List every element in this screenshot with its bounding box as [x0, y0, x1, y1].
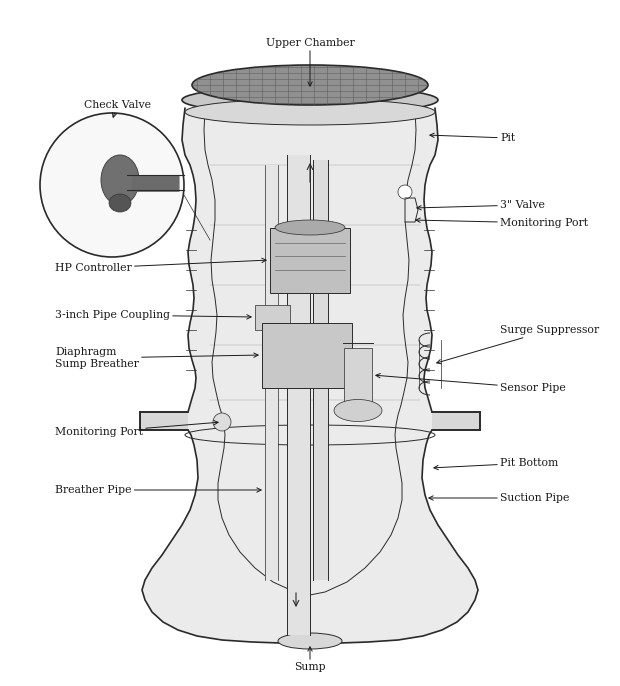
Circle shape [213, 413, 231, 431]
Text: Upper Chamber: Upper Chamber [265, 38, 355, 86]
Circle shape [40, 113, 184, 257]
Text: Check Valve: Check Valve [84, 100, 151, 117]
Ellipse shape [192, 65, 428, 105]
Circle shape [398, 185, 412, 199]
Text: 3-inch Pipe Coupling: 3-inch Pipe Coupling [55, 310, 251, 320]
Ellipse shape [182, 86, 438, 114]
Text: Sensor Pipe: Sensor Pipe [376, 373, 565, 393]
Text: Sump: Sump [294, 647, 326, 672]
Text: Surge Suppressor: Surge Suppressor [436, 325, 599, 364]
Text: 3" Valve: 3" Valve [417, 200, 545, 210]
Ellipse shape [334, 399, 382, 421]
Text: Diaphragm
Sump Breather: Diaphragm Sump Breather [55, 347, 258, 369]
Bar [262, 322, 352, 388]
Ellipse shape [101, 155, 139, 205]
Text: Suction Pipe: Suction Pipe [429, 493, 569, 503]
Text: Pit Bottom: Pit Bottom [434, 458, 558, 470]
Text: Monitoring Port: Monitoring Port [55, 421, 218, 437]
Text: HP Controller: HP Controller [55, 258, 266, 273]
Text: Breather Pipe: Breather Pipe [55, 485, 261, 495]
Text: Monitoring Port: Monitoring Port [416, 218, 588, 228]
Ellipse shape [109, 194, 131, 212]
Polygon shape [140, 108, 480, 643]
Bar [344, 348, 372, 403]
Bar [255, 305, 290, 330]
Ellipse shape [275, 220, 345, 235]
Text: Pit: Pit [430, 133, 515, 143]
Ellipse shape [185, 99, 435, 125]
Ellipse shape [278, 633, 342, 649]
Bar [270, 228, 350, 292]
